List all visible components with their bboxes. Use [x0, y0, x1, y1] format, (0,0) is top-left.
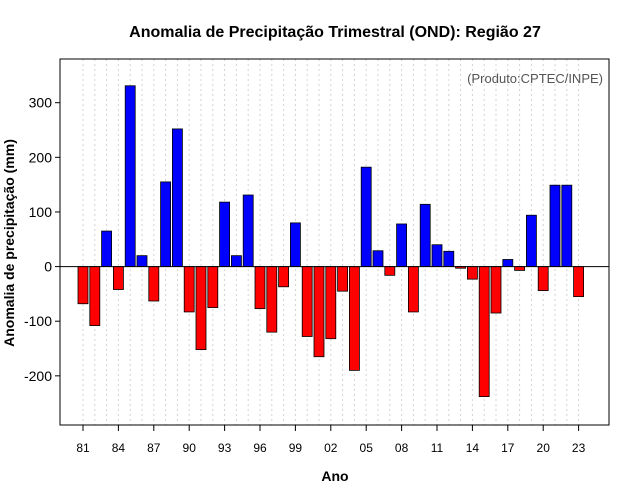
bar-15: [478, 266, 490, 397]
bar-00: [301, 266, 313, 337]
bar-82: [89, 266, 101, 326]
bar-85: [124, 85, 136, 267]
x-tick-label: 84: [112, 441, 126, 455]
bar-16: [490, 266, 502, 314]
bar-88: [160, 181, 172, 267]
bar-87: [148, 266, 160, 302]
x-tick-label: 20: [537, 441, 551, 455]
bar-05: [360, 166, 372, 267]
bar-03: [337, 266, 349, 292]
bar-91: [195, 266, 207, 351]
bar-18: [514, 266, 525, 271]
plot-frame: [59, 58, 610, 426]
chart-title: Anomalia de Precipitação Trimestral (OND…: [129, 24, 541, 41]
y-tick-label: -200: [24, 368, 52, 384]
bar-94: [230, 255, 242, 267]
bar-02: [325, 266, 337, 340]
bar-11: [431, 244, 443, 267]
x-tick-label: 05: [360, 441, 374, 455]
x-tick-label: 93: [218, 441, 232, 455]
x-tick-label: 99: [289, 441, 303, 455]
y-tick-label: 300: [29, 95, 53, 111]
bar-21: [549, 184, 561, 267]
bars: [77, 85, 584, 397]
bar-86: [136, 255, 148, 267]
bar-90: [183, 266, 195, 313]
x-axis-label: Ano: [321, 468, 348, 484]
x-tick-label: 17: [501, 441, 515, 455]
x-tick-label: 02: [324, 441, 338, 455]
x-tick-label: 14: [466, 441, 480, 455]
bar-20: [537, 266, 549, 292]
x-tick-label: 96: [253, 441, 267, 455]
bar-83: [101, 230, 112, 267]
y-axis-label: Anomalia de precipitação (mm): [1, 139, 17, 347]
bar-22: [561, 184, 573, 267]
y-tick-label: -100: [24, 313, 52, 329]
gridlines: [82, 59, 580, 425]
bar-06: [372, 250, 384, 267]
x-tick-label: 90: [183, 441, 197, 455]
credit-text: (Produto:CPTEC/INPE): [467, 71, 603, 86]
bar-19: [526, 214, 537, 267]
bar-97: [266, 266, 278, 333]
bar-23: [573, 266, 584, 298]
bar-01: [313, 266, 325, 358]
x-axis: 81 84 87 90 93 96 99 02 05 08 11 14 17 20 23: [76, 425, 586, 455]
bar-84: [113, 266, 124, 290]
x-tick-label: 08: [395, 441, 409, 455]
bar-89: [171, 128, 183, 267]
x-tick-label: 87: [147, 441, 161, 455]
bar-14: [466, 266, 478, 280]
bar-98: [278, 266, 290, 288]
bar-95: [242, 194, 254, 267]
bar-81: [77, 266, 89, 305]
bar-99: [289, 222, 301, 267]
y-tick-label: 200: [29, 149, 53, 165]
y-tick-label: 100: [29, 204, 53, 220]
y-axis: -200 -100 0 100 200 300: [24, 95, 60, 384]
x-tick-label: 23: [572, 441, 586, 455]
bar-09: [407, 266, 419, 313]
bar-10: [419, 203, 431, 267]
bar-07: [384, 266, 396, 276]
x-tick-label: 81: [76, 441, 90, 455]
bar-04: [348, 266, 360, 371]
bar-08: [396, 223, 408, 267]
bar-12: [443, 250, 455, 267]
x-tick-label: 11: [431, 441, 444, 455]
y-tick-label: 0: [44, 259, 52, 275]
bar-96: [254, 266, 266, 310]
bar-93: [219, 201, 231, 267]
bar-92: [207, 266, 219, 308]
bar-17: [502, 259, 514, 267]
